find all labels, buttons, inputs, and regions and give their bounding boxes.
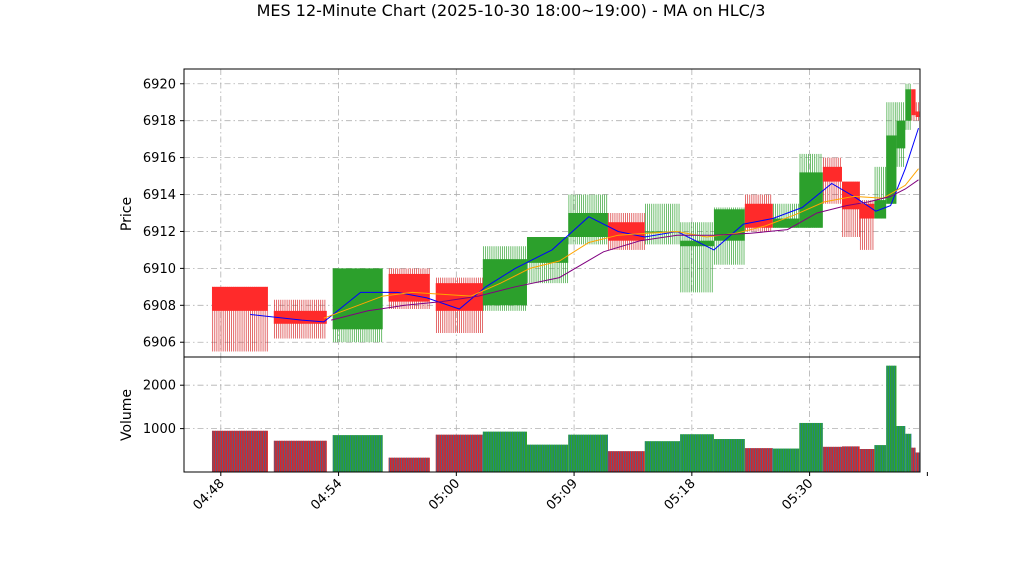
candle-body — [915, 111, 920, 117]
volume-bar — [482, 431, 527, 472]
x-tick-label: 05:00 — [426, 476, 463, 513]
x-tick-label: 04:48 — [191, 476, 228, 513]
volume-gridlines — [184, 357, 920, 472]
volume-y-ticks: 1000 2000 — [143, 379, 184, 437]
volume-bar — [896, 426, 906, 472]
candle-body — [680, 240, 714, 247]
x-tick-label: 05:30 — [779, 476, 816, 513]
price-tick-label: 6906 — [143, 336, 176, 351]
volume-bar — [915, 452, 920, 472]
candle-body — [822, 166, 842, 182]
volume-bar — [744, 448, 773, 472]
x-tick-label: 04:54 — [308, 476, 345, 513]
x-tick-label: 05:09 — [544, 476, 581, 513]
chart-title: MES 12-Minute Chart (2025-10-30 18:00~19… — [257, 1, 766, 20]
price-axis-label: Price — [119, 197, 135, 231]
ma-line-ma-slow — [331, 179, 919, 321]
candle-body — [886, 135, 897, 204]
price-tick-label: 6920 — [143, 77, 176, 92]
x-tick-label: 05:18 — [662, 476, 699, 513]
price-tick-label: 6916 — [143, 151, 176, 166]
volume-panel-frame — [183, 356, 921, 473]
volume-tick-label: 2000 — [143, 379, 176, 394]
volume-bar — [886, 365, 897, 472]
candle-body — [896, 120, 906, 149]
candle-body — [905, 89, 912, 121]
price-tick-label: 6910 — [143, 262, 176, 277]
volume-bars — [211, 365, 920, 472]
price-y-ticks: 6906 6908 6910 6912 6914 6916 6918 6920 — [143, 77, 184, 351]
candle-body — [859, 203, 875, 219]
candle-body — [568, 213, 608, 237]
volume-bar — [822, 446, 842, 472]
candle-body — [273, 310, 327, 324]
candle-body — [772, 218, 800, 228]
candle-body — [607, 222, 645, 241]
candle-bodies — [211, 89, 920, 330]
price-tick-label: 6912 — [143, 225, 176, 240]
candle-body — [482, 259, 527, 306]
ma-line-ma-mid — [323, 168, 919, 319]
volume-bar — [680, 434, 714, 472]
candle-body — [911, 89, 916, 116]
candle-body — [744, 203, 773, 228]
candle-body — [211, 286, 268, 311]
volume-bar — [911, 447, 916, 472]
x-ticks: 04:48 04:54 05:00 05:09 05:18 05:30 — [191, 472, 928, 513]
volume-bar — [905, 433, 912, 472]
volume-bar — [435, 434, 483, 472]
volume-tick-label: 1000 — [143, 422, 176, 437]
price-tick-label: 6918 — [143, 114, 176, 129]
price-tick-label: 6914 — [143, 188, 176, 203]
price-tick-label: 6908 — [143, 299, 176, 314]
moving-average-lines — [250, 127, 919, 323]
candle-body — [841, 181, 860, 210]
volume-axis-label: Volume — [119, 389, 135, 441]
volume-bar — [859, 449, 875, 472]
